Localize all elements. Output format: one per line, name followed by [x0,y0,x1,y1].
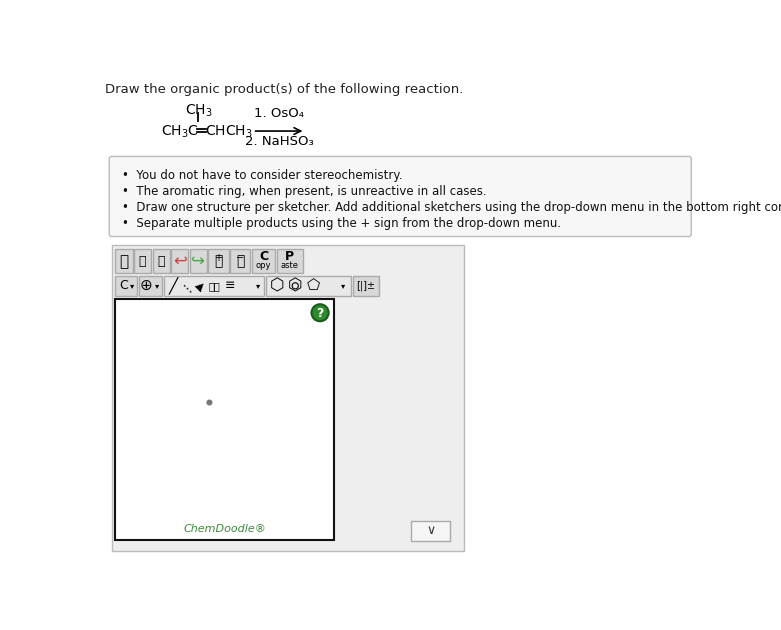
Bar [266,276,351,296]
Text: ▶: ▶ [194,279,207,292]
Bar [152,249,169,273]
Text: 🔍: 🔍 [236,254,244,268]
Bar [139,276,162,296]
Bar [112,245,464,551]
Text: [|]±: [|]± [356,280,376,291]
FancyBboxPatch shape [109,156,691,236]
Text: aste: aste [281,261,299,270]
Text: Draw the organic product(s) of the following reaction.: Draw the organic product(s) of the follo… [105,83,464,96]
Text: −: − [236,253,244,263]
Bar [276,249,303,273]
Text: •  You do not have to consider stereochemistry.: • You do not have to consider stereochem… [123,169,403,182]
Text: 🗑: 🗑 [158,255,165,268]
Text: •  Draw one structure per sketcher. Add additional sketchers using the drop-down: • Draw one structure per sketcher. Add a… [123,201,781,214]
Bar [116,299,334,540]
Text: P: P [285,250,294,263]
Bar [163,276,264,296]
Bar [209,249,229,273]
Text: ▾: ▾ [341,282,345,290]
Bar [352,276,379,296]
Text: ⋮: ⋮ [178,277,196,295]
Text: +: + [215,253,223,263]
Text: CH$_3$: CH$_3$ [184,103,212,119]
Text: ⬡: ⬡ [270,277,285,295]
Text: ↪: ↪ [191,252,205,270]
Text: 2. NaHSO₃: 2. NaHSO₃ [244,135,313,148]
Text: ✋: ✋ [119,254,129,268]
Text: ⊕: ⊕ [140,278,153,294]
Text: C: C [119,279,127,292]
Text: •  Separate multiple products using the + sign from the drop-down menu.: • Separate multiple products using the +… [123,217,562,231]
Text: ╱: ╱ [168,277,177,295]
Text: ▾: ▾ [130,282,134,290]
Text: CH$_3$C: CH$_3$C [161,123,199,140]
Text: ▾: ▾ [256,282,260,290]
Bar [116,276,137,296]
Bar [171,249,188,273]
Text: ≡: ≡ [225,279,235,292]
Text: 1. OsO₄: 1. OsO₄ [254,107,304,120]
Bar [134,249,151,273]
Circle shape [207,400,212,405]
Text: C: C [259,250,268,263]
Text: ⬡: ⬡ [288,277,302,295]
Text: ⧸⧸: ⧸⧸ [209,281,220,291]
Text: ?: ? [316,307,324,319]
Bar [230,249,250,273]
Text: ∨: ∨ [426,524,436,537]
Text: 🧪: 🧪 [139,255,146,268]
Text: 🔍: 🔍 [214,254,223,268]
Text: ↩: ↩ [173,252,187,270]
Text: CHCH$_3$: CHCH$_3$ [205,123,252,140]
Circle shape [312,304,329,321]
Text: ChemDoodle®: ChemDoodle® [184,524,266,534]
Text: opy: opy [255,261,271,270]
Bar [116,249,133,273]
Bar [412,520,451,541]
Bar [190,249,207,273]
Bar [251,249,275,273]
Text: ▾: ▾ [155,282,159,290]
Text: •  The aromatic ring, when present, is unreactive in all cases.: • The aromatic ring, when present, is un… [123,185,487,198]
Text: ⬠: ⬠ [307,278,320,294]
